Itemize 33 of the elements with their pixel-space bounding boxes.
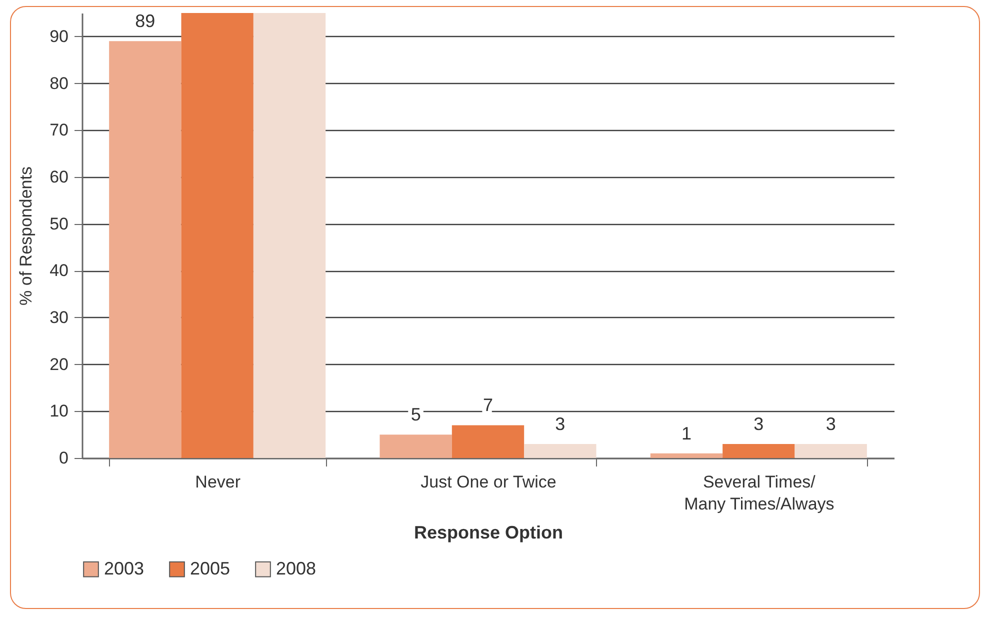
bar	[524, 444, 596, 458]
x-tick-label: Never	[195, 472, 241, 492]
bar	[380, 434, 452, 458]
y-tick-label: 40	[50, 261, 68, 280]
data-label: 1	[681, 423, 692, 444]
x-axis-title: Response Option	[414, 522, 564, 542]
bar	[650, 453, 723, 458]
y-tick-label: 60	[50, 167, 68, 186]
y-tick-label: 80	[50, 74, 68, 93]
bar	[452, 425, 524, 458]
bar	[794, 444, 867, 458]
data-label: 89	[135, 11, 156, 32]
y-tick-label: 20	[50, 354, 68, 374]
legend-label: 2005	[190, 558, 230, 578]
x-tick-label: Just One or Twice	[420, 472, 556, 492]
legend-label: 2003	[104, 558, 144, 578]
bar	[109, 41, 182, 458]
bar	[253, 13, 326, 458]
data-label: 7	[482, 395, 494, 416]
y-tick-label: 50	[50, 214, 68, 234]
y-tick-label: 90	[50, 26, 68, 46]
y-tick-label: 70	[50, 120, 68, 140]
y-tick-label: 10	[50, 402, 68, 421]
y-tick-label: 30	[50, 308, 68, 327]
y-axis-title: % of Respondents	[16, 166, 36, 306]
bar	[181, 13, 254, 458]
data-label: 3	[555, 414, 566, 434]
data-label: 3	[754, 414, 764, 434]
x-tick-label: Several Times/ Many Times/Always	[684, 472, 834, 514]
legend-label: 2008	[276, 558, 316, 578]
y-tick-label: 0	[59, 448, 68, 468]
bar	[722, 444, 795, 458]
data-label: 3	[826, 414, 836, 434]
